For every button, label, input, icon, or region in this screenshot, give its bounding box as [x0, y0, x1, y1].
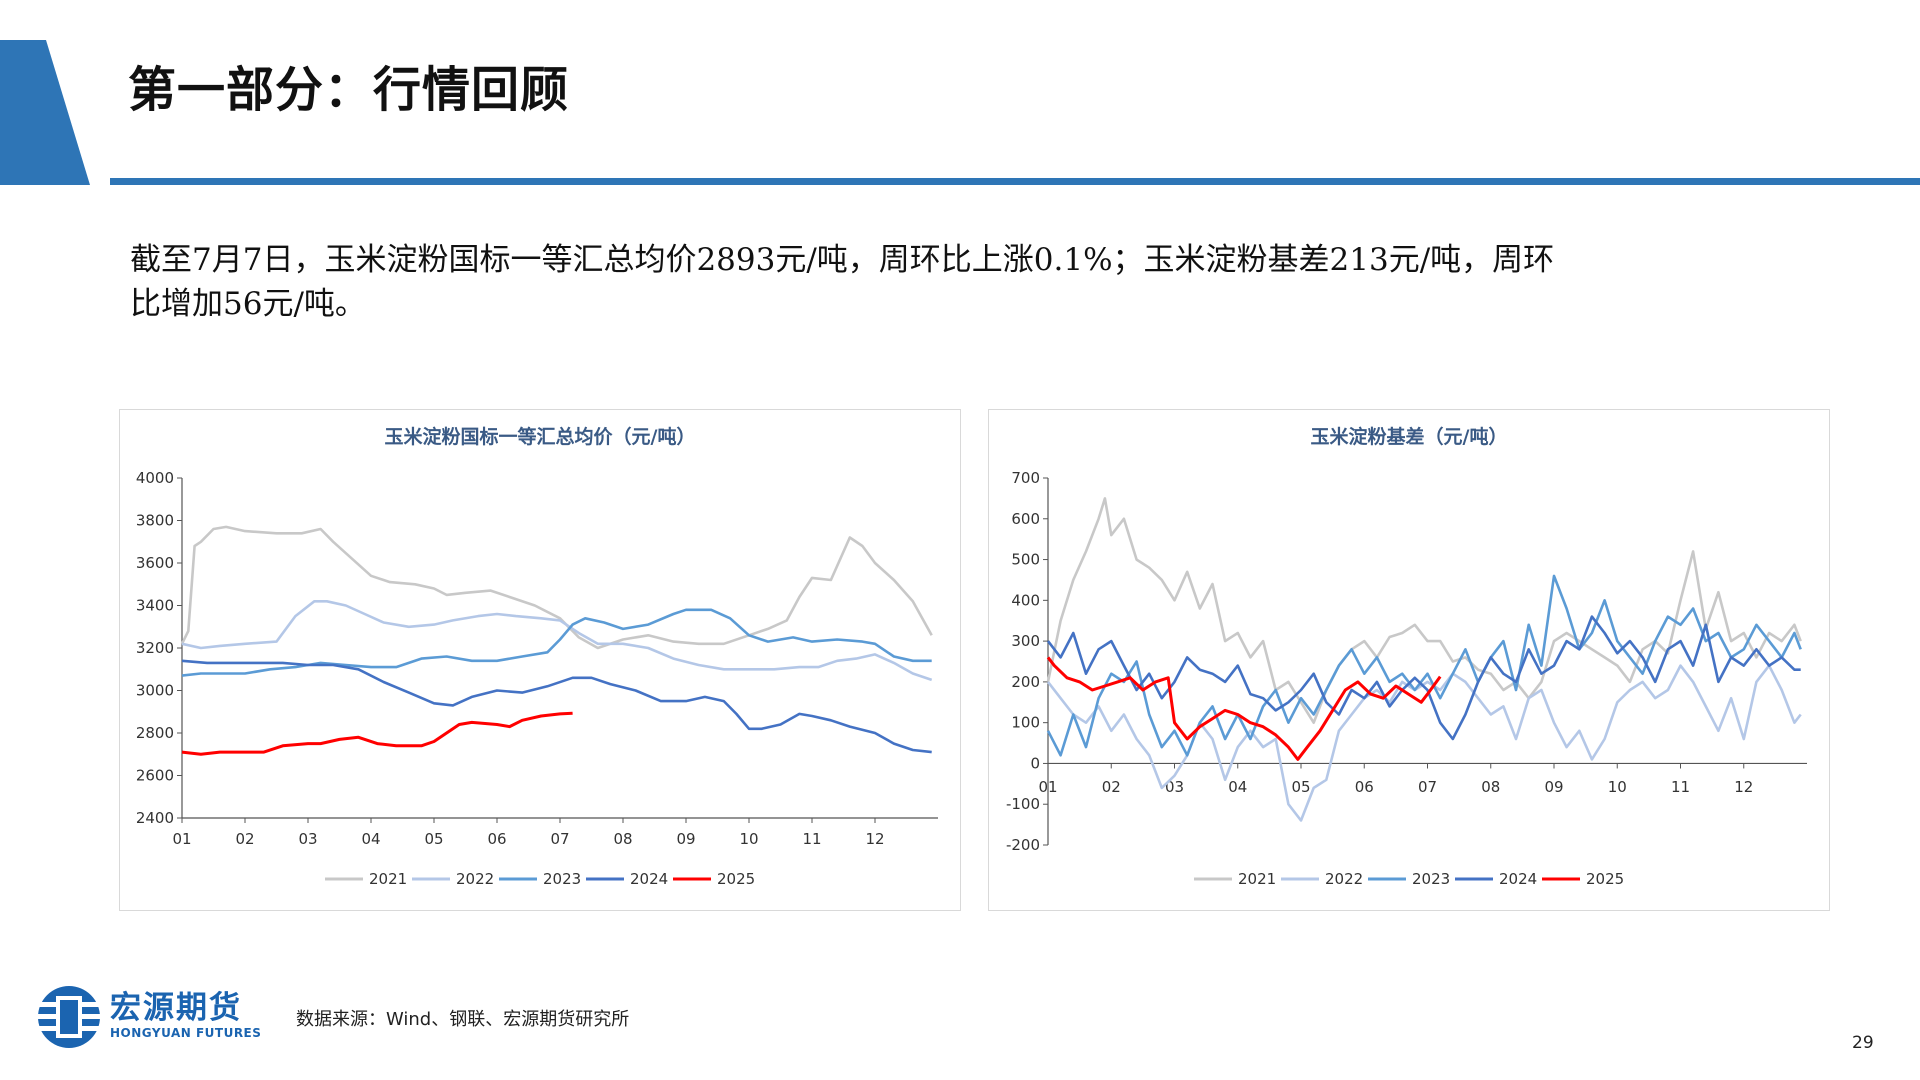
legend-label-2023: 2023	[1412, 870, 1450, 888]
x-tick-label: 02	[235, 830, 254, 848]
x-tick-label: 10	[739, 830, 758, 848]
legend-label-2022: 2022	[456, 870, 494, 888]
x-tick-label: 03	[1165, 778, 1184, 796]
y-tick-label: -100	[1006, 795, 1040, 813]
x-tick-label: 11	[1671, 778, 1690, 796]
y-tick-label: 300	[1011, 632, 1040, 650]
series-line-2025	[1046, 656, 1442, 761]
y-tick-label: 3600	[136, 554, 174, 572]
series-line-2022	[181, 600, 933, 682]
y-tick-label: 4000	[136, 469, 174, 487]
y-tick-label: 2600	[136, 767, 174, 785]
page-number: 29	[1852, 1033, 1874, 1053]
summary-line-2: 比增加56元/吨。	[130, 286, 366, 322]
price-chart-panel: 玉米淀粉国标一等汇总均价（元/吨） 2400 2600 2800 3000 3200 340…	[119, 409, 961, 911]
x-tick-label: 04	[361, 830, 380, 848]
y-tick-label: 600	[1011, 510, 1040, 528]
x-tick-label: 05	[424, 830, 443, 848]
x-tick-label: 07	[550, 830, 569, 848]
series-line-2021	[1046, 497, 1802, 725]
y-tick-label: 3400	[136, 597, 174, 615]
y-tick-label: 500	[1011, 551, 1040, 569]
x-tick-label: 06	[1355, 778, 1374, 796]
y-tick-label: 2400	[136, 809, 174, 827]
x-tick-label: 02	[1102, 778, 1121, 796]
y-tick-label: 700	[1011, 469, 1040, 487]
y-tick-label: 3200	[136, 639, 174, 657]
series-line-2024	[1046, 615, 1801, 741]
basis-chart: 玉米淀粉基差（元/吨） -200 -100 0 100 200 300 400 500 600 70…	[1006, 425, 1807, 888]
summary-line-1: 截至7月7日，玉米淀粉国标一等汇总均价2893元/吨，周环比上涨0.1%；玉米淀…	[130, 242, 1555, 278]
page-title: 第一部分：行情回顾	[128, 62, 570, 118]
legend-label-2021: 2021	[1238, 870, 1276, 888]
chart-title: 玉米淀粉基差（元/吨）	[1311, 425, 1508, 448]
x-tick-label: 09	[676, 830, 695, 848]
series-line-2025	[181, 711, 573, 756]
legend-label-2025: 2025	[1586, 870, 1624, 888]
basis-chart-panel: 玉米淀粉基差（元/吨） -200 -100 0 100 200 300 400 500 600 70…	[988, 409, 1830, 911]
x-tick-label: 12	[1734, 778, 1753, 796]
logo-english-name: HONGYUAN FUTURES	[110, 1026, 262, 1040]
x-tick-label: 04	[1228, 778, 1247, 796]
chart-title: 玉米淀粉国标一等汇总均价（元/吨）	[385, 425, 696, 448]
data-source-note: 数据来源：Wind、钢联、宏源期货研究所	[296, 1009, 630, 1030]
header-corner-shape	[0, 40, 90, 185]
x-tick-label: 12	[865, 830, 884, 848]
x-tick-label: 01	[1038, 778, 1057, 796]
y-tick-label: 2800	[136, 724, 174, 742]
x-tick-label: 09	[1544, 778, 1563, 796]
company-logo: 宏源期货 HONGYUAN FUTURES	[36, 982, 266, 1052]
y-tick-label: 100	[1011, 714, 1040, 732]
y-tick-label: 200	[1011, 673, 1040, 691]
logo-chinese-name: 宏源期货	[110, 990, 242, 1026]
logo-mark-icon	[38, 986, 100, 1048]
y-tick-label: 0	[1030, 754, 1040, 772]
y-tick-label: 3800	[136, 512, 174, 530]
legend-label-2024: 2024	[630, 870, 668, 888]
legend-label-2025: 2025	[717, 870, 755, 888]
x-tick-label: 03	[298, 830, 317, 848]
series-line-2023	[181, 608, 932, 677]
y-tick-label: 3000	[136, 682, 174, 700]
x-tick-label: 05	[1291, 778, 1310, 796]
series-line-2022	[1046, 664, 1802, 822]
x-tick-label: 11	[802, 830, 821, 848]
x-tick-label: 10	[1608, 778, 1627, 796]
legend-label-2021: 2021	[369, 870, 407, 888]
legend-label-2022: 2022	[1325, 870, 1363, 888]
x-tick-label: 07	[1418, 778, 1437, 796]
x-tick-label: 06	[487, 830, 506, 848]
series-line-2021	[180, 525, 933, 650]
summary-paragraph: 截至7月7日，玉米淀粉国标一等汇总均价2893元/吨，周环比上涨0.1%；玉米淀…	[130, 238, 1770, 326]
x-tick-label: 01	[172, 830, 191, 848]
x-tick-label: 08	[613, 830, 632, 848]
series-line-2024	[181, 659, 932, 754]
legend-label-2023: 2023	[543, 870, 581, 888]
series-line-2023	[1046, 574, 1802, 757]
y-tick-label: -200	[1006, 836, 1040, 854]
title-divider	[110, 178, 1920, 185]
price-chart: 玉米淀粉国标一等汇总均价（元/吨） 2400 2600 2800 3000 3200 340…	[136, 425, 938, 888]
y-tick-label: 400	[1011, 591, 1040, 609]
legend-label-2024: 2024	[1499, 870, 1537, 888]
x-tick-label: 08	[1481, 778, 1500, 796]
